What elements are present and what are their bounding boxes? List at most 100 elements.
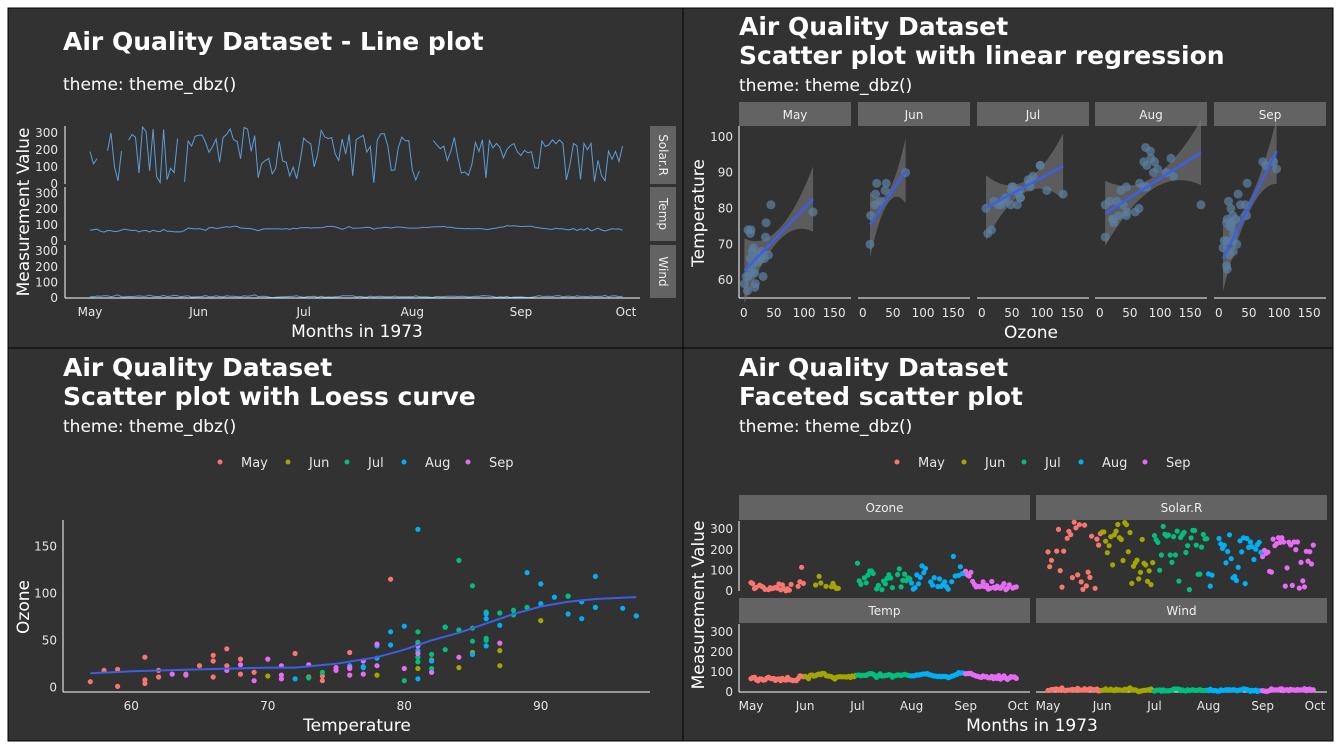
legend-label: Sep	[1166, 456, 1191, 471]
data-point	[758, 272, 768, 281]
data-point	[1226, 218, 1236, 228]
x-tick-label: 100	[1268, 306, 1291, 320]
data-point	[750, 581, 756, 587]
y-tick-label: 70	[718, 237, 733, 251]
panel-faceted-scatter: Air Quality Dataset Faceted scatter plot…	[682, 347, 1334, 742]
y-tick-label: 60	[718, 273, 733, 287]
data-point	[1233, 577, 1240, 584]
data-point	[908, 580, 915, 586]
x-tick-label: May	[1036, 699, 1061, 713]
data-point	[917, 574, 923, 581]
panel-background	[7, 347, 684, 742]
data-point	[1232, 239, 1242, 249]
data-point	[835, 585, 841, 591]
panel-scatter-linear: Air Quality Dataset Scatter plot with li…	[682, 7, 1334, 349]
data-point	[1300, 578, 1306, 584]
data-point	[1232, 573, 1238, 580]
data-point	[945, 586, 951, 592]
data-point	[1158, 552, 1164, 558]
data-point	[429, 665, 435, 672]
facet-strip	[739, 495, 1030, 520]
data-point	[1108, 214, 1117, 224]
x-tick-label: 80	[397, 699, 412, 713]
data-point	[415, 659, 421, 665]
data-point	[497, 610, 503, 616]
data-point	[786, 587, 793, 593]
data-point	[442, 624, 448, 630]
data-point	[1006, 582, 1012, 588]
data-point	[745, 229, 755, 238]
data-point	[1168, 171, 1178, 181]
data-point	[1125, 549, 1131, 555]
x-tick-label: 60	[124, 699, 139, 713]
data-point	[1134, 557, 1140, 563]
x-tick-label: May	[78, 305, 103, 319]
data-point	[1118, 536, 1124, 543]
data-point	[1150, 560, 1156, 566]
y-tick-label: 100	[35, 218, 58, 232]
data-point	[879, 587, 885, 593]
legend-label: Jul	[367, 456, 384, 471]
x-tick-label: 100	[912, 306, 935, 320]
chart-title-line2: Scatter plot with Loess curve	[63, 382, 476, 411]
data-point	[87, 679, 93, 685]
data-point	[1083, 583, 1089, 589]
data-point	[1226, 203, 1236, 213]
x-tick-label: 0	[740, 306, 748, 320]
data-point	[1228, 246, 1238, 256]
x-tick-label: May	[739, 699, 764, 713]
legend-swatch	[1021, 459, 1027, 465]
data-point	[347, 665, 353, 672]
data-point	[497, 622, 503, 628]
y-tick-label: 150	[34, 539, 57, 553]
legend-swatch	[285, 459, 291, 465]
x-tick-label: 0	[1096, 306, 1104, 320]
legend-label: May	[918, 456, 945, 471]
legend-swatch	[894, 459, 900, 465]
data-point	[360, 671, 366, 677]
chart-title: Air Quality Dataset	[739, 353, 1008, 382]
data-point	[922, 565, 929, 572]
y-tick-label: 0	[50, 177, 58, 191]
data-point	[469, 638, 476, 644]
x-tick-label: Aug	[401, 305, 424, 319]
legend-label: Aug	[1102, 456, 1127, 471]
data-point	[1089, 533, 1095, 539]
regression-line	[1221, 150, 1278, 260]
data-point	[1155, 539, 1161, 546]
data-point	[469, 651, 476, 658]
x-tick-label: 150	[823, 306, 846, 320]
data-point	[1188, 535, 1194, 541]
data-point	[800, 580, 807, 587]
x-axis-label: Months in 1973	[966, 716, 1098, 736]
data-point	[1057, 568, 1063, 574]
data-point	[1223, 560, 1229, 566]
chart-title: Air Quality Dataset	[63, 353, 332, 382]
data-point	[456, 557, 462, 564]
data-point	[1104, 550, 1110, 556]
x-tick-label: 0	[859, 306, 867, 320]
legend-swatch	[1142, 459, 1148, 465]
data-point	[1196, 200, 1206, 210]
data-point	[551, 594, 558, 600]
data-point	[292, 676, 298, 682]
legend-label: Jun	[308, 456, 329, 471]
y-tick-label: 100	[35, 275, 58, 289]
data-point	[1236, 200, 1245, 210]
data-point	[1013, 675, 1019, 682]
data-point	[1247, 539, 1253, 545]
data-point	[870, 570, 876, 577]
data-point	[1301, 584, 1308, 590]
data-point	[1167, 552, 1173, 558]
data-point	[429, 658, 435, 664]
data-point	[741, 272, 751, 281]
data-point	[1092, 585, 1098, 591]
data-point	[949, 579, 955, 585]
data-point	[742, 286, 752, 296]
data-point	[210, 652, 216, 658]
data-point	[912, 585, 918, 591]
data-point	[237, 656, 244, 662]
facet-strip-label: Temp	[656, 197, 670, 230]
data-point	[401, 665, 407, 672]
y-tick-label: 200	[35, 202, 58, 216]
